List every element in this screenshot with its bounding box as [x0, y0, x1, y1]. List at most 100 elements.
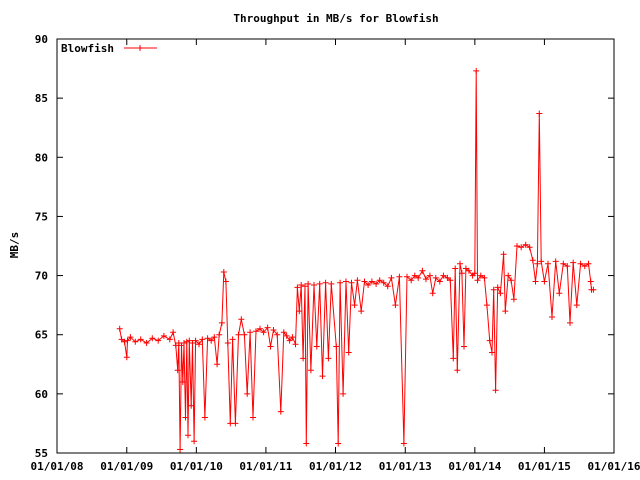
- data-point: [149, 335, 156, 342]
- data-point: [400, 440, 407, 447]
- x-tick-label: 01/01/11: [239, 460, 292, 473]
- data-point: [186, 337, 193, 344]
- data-point: [471, 270, 478, 277]
- data-point: [121, 338, 128, 345]
- data-point: [384, 283, 391, 290]
- data-point: [123, 354, 130, 361]
- data-point: [303, 440, 310, 447]
- data-point: [182, 414, 189, 421]
- data-point: [392, 302, 399, 309]
- data-point: [404, 273, 410, 280]
- data-point: [166, 336, 173, 343]
- x-tick-label: 01/01/10: [170, 460, 223, 473]
- data-point: [277, 408, 284, 415]
- data-point: [298, 282, 305, 288]
- data-point: [328, 280, 335, 287]
- data-point: [497, 290, 504, 297]
- chart-title: Throughput in MB/s for Blowfish: [233, 12, 438, 25]
- data-point: [270, 327, 277, 333]
- data-point: [552, 258, 559, 265]
- data-point: [358, 308, 365, 315]
- data-point: [264, 324, 271, 331]
- data-point: [185, 432, 191, 439]
- data-point: [490, 286, 497, 293]
- data-point: [160, 332, 167, 339]
- data-point: [247, 329, 254, 336]
- data-point: [529, 257, 536, 264]
- data-point: [174, 367, 181, 374]
- legend: Blowfish: [61, 42, 157, 55]
- x-tick-label: 01/01/09: [100, 460, 153, 473]
- plot-frame: [56, 38, 615, 454]
- data-point: [177, 446, 184, 453]
- data-point: [477, 272, 484, 279]
- data-point: [127, 334, 134, 341]
- data-point: [590, 286, 597, 293]
- data-point: [220, 269, 227, 275]
- data-point: [201, 414, 208, 421]
- data-point: [311, 282, 317, 288]
- data-point: [570, 259, 577, 266]
- data-point: [505, 272, 512, 279]
- data-point: [199, 336, 206, 343]
- data-point: [289, 334, 296, 341]
- data-point: [502, 308, 509, 315]
- y-tick-label: 60: [35, 388, 48, 401]
- data-point: [514, 243, 520, 249]
- data-point: [541, 278, 548, 285]
- data-point: [216, 331, 223, 338]
- data-point: [510, 296, 517, 303]
- data-point: [415, 274, 422, 281]
- data-point: [286, 337, 293, 344]
- data-point: [526, 244, 533, 251]
- data-point: [257, 325, 263, 332]
- data-point: [354, 277, 361, 284]
- y-tick-label: 65: [35, 329, 48, 342]
- data-point: [408, 277, 415, 284]
- data-point: [450, 355, 457, 362]
- data-point: [211, 334, 218, 341]
- data-point: [191, 438, 198, 445]
- data-point: [294, 284, 301, 291]
- data-point: [283, 332, 290, 339]
- data-point: [556, 290, 563, 297]
- data-point: [538, 258, 545, 265]
- data-point: [522, 241, 529, 248]
- data-point: [486, 337, 493, 344]
- data-point: [192, 337, 199, 344]
- data-point: [313, 343, 320, 350]
- data-point: [585, 260, 592, 267]
- data-point: [319, 373, 326, 380]
- data-point: [348, 279, 355, 286]
- data-point: [564, 263, 571, 270]
- data-point: [307, 367, 314, 374]
- data-point: [368, 278, 375, 285]
- data-point: [573, 302, 580, 309]
- x-tick-label: 01/01/14: [448, 460, 501, 473]
- data-point: [560, 260, 567, 267]
- data-point: [227, 420, 234, 427]
- data-point: [333, 343, 340, 350]
- data-point: [189, 340, 196, 346]
- data-point: [280, 329, 287, 336]
- data-point: [483, 302, 490, 309]
- data-point: [181, 340, 187, 346]
- data-point: [337, 279, 344, 286]
- y-tick-label: 80: [35, 151, 48, 164]
- data-point: [549, 314, 555, 320]
- data-point: [518, 244, 525, 251]
- data-point: [534, 260, 541, 267]
- data-point: [224, 340, 231, 346]
- data-point: [300, 355, 307, 362]
- data-point: [481, 274, 488, 281]
- x-tick-label: 01/01/08: [31, 460, 84, 473]
- data-point: [260, 329, 267, 336]
- data-point: [489, 349, 495, 356]
- data-point: [143, 340, 150, 346]
- data-point: [343, 278, 349, 285]
- data-point: [388, 274, 395, 281]
- data-point: [196, 341, 202, 348]
- data-point: [581, 263, 588, 270]
- data-point: [274, 331, 281, 338]
